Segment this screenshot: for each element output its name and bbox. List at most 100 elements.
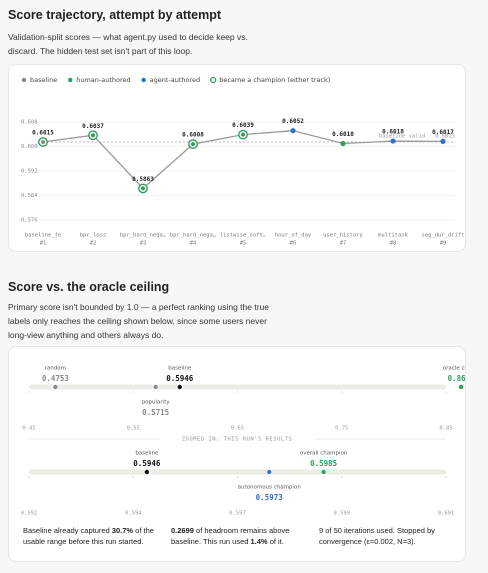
value-label: 0.6039 (232, 122, 254, 129)
point-value: 0.5973 (256, 493, 284, 502)
point (143, 469, 150, 476)
track (29, 384, 446, 390)
x-tick-label: 0.592 (21, 511, 38, 517)
value-label: 0.6018 (382, 129, 404, 136)
attempt-label: #2 (90, 241, 97, 247)
point-name: overall champion (300, 451, 348, 457)
x-tick-label: bpr_loss (80, 233, 107, 239)
stat-text: 0.2699 (171, 526, 194, 535)
point (191, 142, 195, 147)
point (290, 128, 296, 134)
point-name: autonomous champion (238, 485, 302, 491)
x-tick-label: 0.599 (333, 511, 350, 517)
section-text: Primary score isn't bounded by 1.0 — a p… (8, 302, 270, 340)
x-tick-label: 0.601 (438, 511, 455, 517)
attempt-label: #7 (340, 241, 347, 247)
attempt-label: #5 (240, 241, 247, 247)
point-value: 0.5946 (133, 459, 161, 468)
value-label: 0.6008 (182, 132, 204, 139)
attempt-label: #9 (440, 241, 447, 247)
point (241, 132, 245, 137)
point (152, 384, 159, 391)
attempt-label: #1 (40, 241, 47, 247)
point-name: baseline (135, 451, 159, 457)
point (320, 469, 327, 476)
x-tick-label: user_history (323, 233, 363, 239)
stat-text: 9 of 50 iterations used. Stopped by conv… (319, 526, 435, 546)
stat-text: 1.4% (250, 537, 268, 546)
x-tick-label: 0.594 (125, 511, 142, 517)
x-tick-label: 0.55 (127, 426, 140, 432)
section-title: Score trajectory, attempt by attempt (8, 8, 222, 22)
stat-text: of the usable range before this run star… (23, 526, 154, 546)
legend-marker (210, 76, 217, 84)
section-text: Validation-split scores — what agent.py … (8, 32, 248, 56)
section-title: Score vs. the oracle ceiling (8, 280, 170, 294)
x-tick-label: listwise_soft… (220, 233, 267, 239)
y-tick-label: 0.600 (21, 144, 38, 150)
attempt-label: #3 (140, 241, 147, 247)
legend-label: human-authored (76, 76, 130, 84)
x-tick-label: baseline_fe (25, 233, 61, 239)
attempt-label: #6 (290, 241, 297, 247)
y-tick-label: 0.576 (21, 217, 38, 223)
x-tick-label: 0.65 (231, 426, 244, 432)
legend-marker (68, 77, 73, 83)
y-tick-label: 0.584 (21, 193, 38, 199)
point (458, 384, 465, 391)
track (29, 469, 446, 475)
chart-card: baseline human-authored agent-authored beca… (8, 64, 466, 252)
point-name: baseline (168, 366, 192, 372)
point (141, 186, 145, 191)
stats: Baseline already captured 30.7% of the u… (23, 525, 451, 547)
stat-text: 30.7% (111, 526, 134, 535)
point-value: 0.4753 (42, 374, 70, 383)
point-value: 0.5946 (166, 374, 194, 383)
point (390, 138, 396, 144)
x-tick-label: 0.597 (229, 511, 246, 517)
point (440, 138, 446, 144)
stat: 9 of 50 iterations used. Stopped by conv… (319, 525, 451, 547)
stat-text: Baseline already captured (23, 526, 112, 535)
zoom-title: ZOOMED IN: THIS RUN'S RESULTS (182, 437, 293, 443)
stat-text: of headroom remains above baseline. This… (171, 526, 290, 546)
x-tick-label: seq_dur_drift (421, 233, 464, 239)
point (266, 469, 273, 476)
legend-label: baseline (30, 76, 57, 84)
attempt-label: #8 (390, 241, 397, 247)
x-tick-label: hour_of_day (275, 233, 312, 239)
point-name: popularity (142, 400, 171, 406)
value-label: 0.6015 (32, 129, 54, 136)
legend-marker (141, 77, 146, 83)
ceiling-card: 0.45 0.55 0.65 0.75 0.85 random 0.4753 populari… (8, 346, 480, 562)
baseline-label: baseline valid · 0.6015 (379, 133, 455, 139)
point-value: 0.5985 (310, 459, 337, 468)
y-tick-label: 0.592 (21, 169, 38, 175)
number-lines: 0.45 0.55 0.65 0.75 0.85 random 0.4753 populari… (21, 366, 480, 517)
value-label: 0.5863 (132, 176, 154, 183)
x-tick-label: 0.45 (22, 426, 35, 432)
value-label: 0.6037 (82, 123, 104, 130)
y-tick-label: 0.608 (21, 120, 38, 126)
legend-marker (21, 77, 27, 83)
point-value: 0.8645 (448, 374, 465, 383)
legend-label: agent-authored (150, 76, 201, 84)
point-value: 0.5715 (142, 408, 169, 417)
value-label: 0.6010 (332, 131, 354, 138)
stat: 0.2699 of headroom remains above baselin… (171, 525, 303, 547)
attempt-label: #4 (190, 241, 197, 247)
x-tick-label: 0.75 (335, 426, 348, 432)
point-name: random (45, 366, 66, 372)
x-tick-label: bpr_hard_nega… (170, 233, 217, 239)
point-name: oracle ceiling (443, 366, 465, 372)
x-tick-label: bpr_hard_nega… (120, 233, 167, 239)
x-tick-label: multitask (378, 233, 408, 239)
point (52, 384, 59, 391)
stat-text: of it. (267, 537, 284, 546)
x-tick-label: 0.85 (439, 426, 452, 432)
point (340, 140, 346, 147)
legend-label: became a champion (either track) (219, 76, 330, 84)
point (176, 384, 183, 391)
point (41, 139, 45, 144)
